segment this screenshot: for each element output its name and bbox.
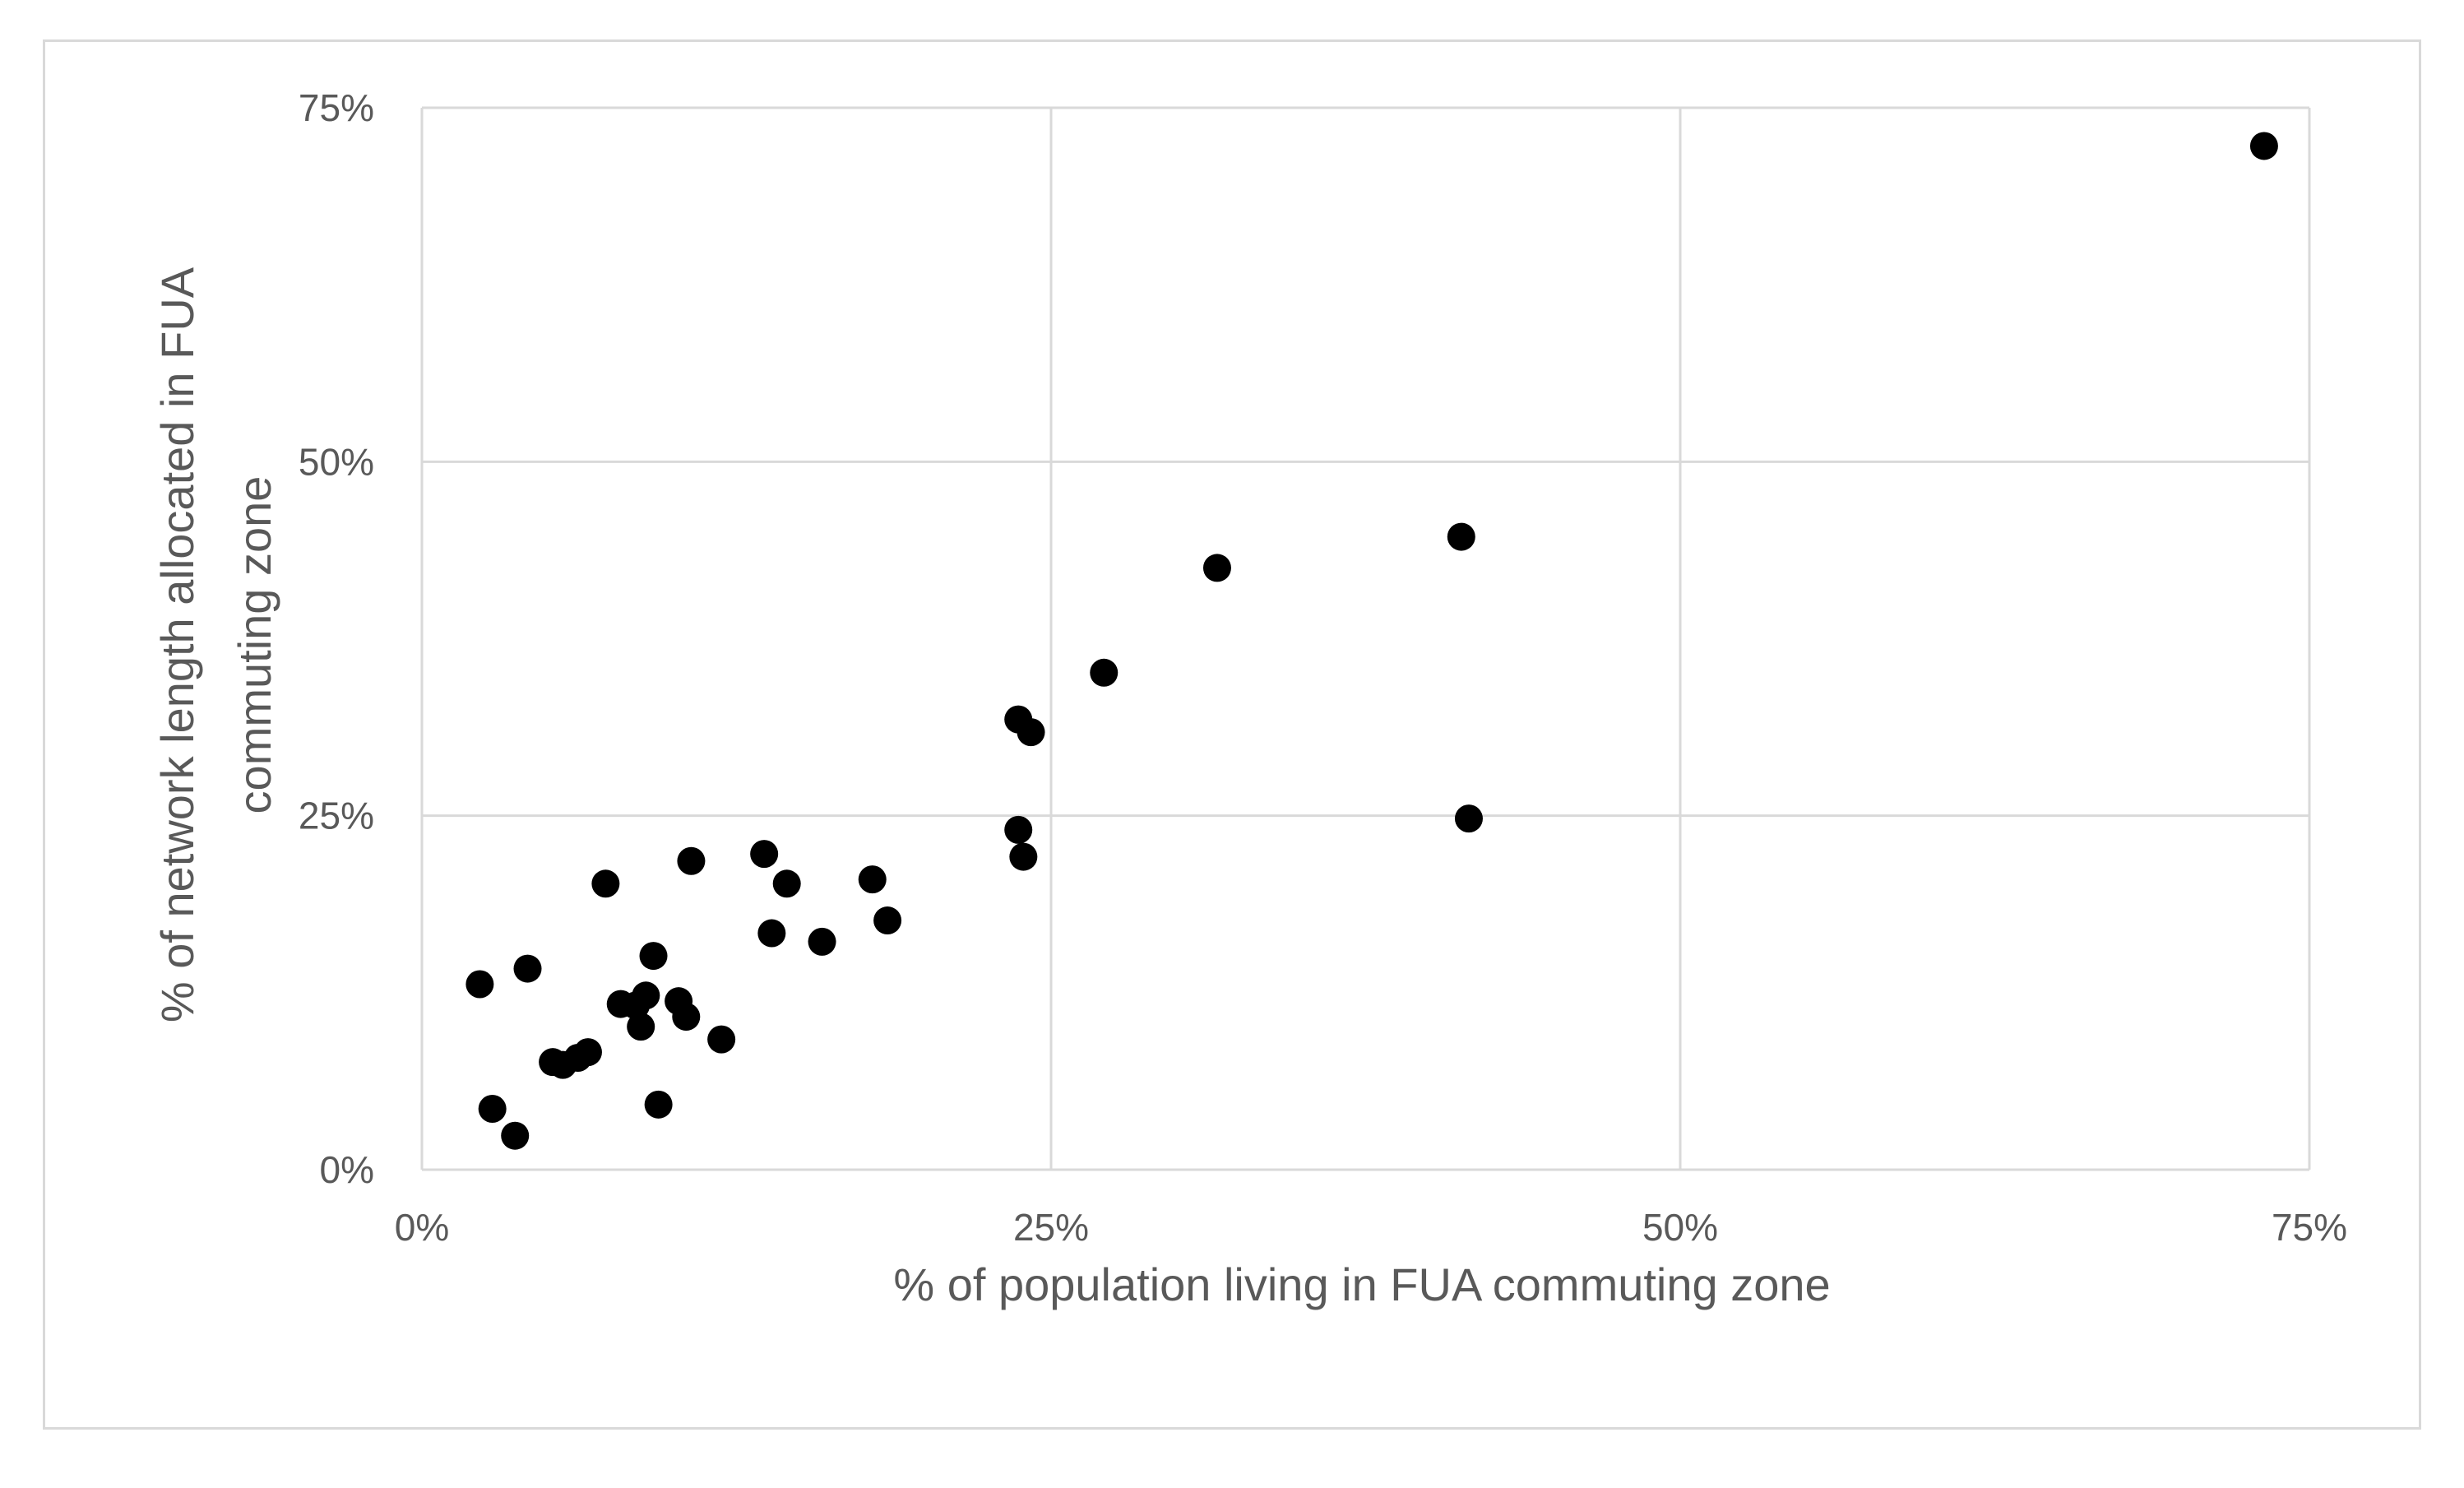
data-point [1447, 522, 1475, 551]
data-point [1017, 718, 1045, 747]
data-point [873, 906, 902, 935]
data-point [757, 919, 786, 948]
data-point [772, 869, 801, 898]
y-axis-title-line-1: % of network length allocated in FUA [151, 267, 203, 1022]
data-point [1090, 658, 1119, 687]
data-points [465, 132, 2278, 1150]
x-tick-label: 75% [2272, 1206, 2347, 1249]
data-point [1009, 842, 1038, 871]
data-point [808, 927, 836, 956]
x-axis-title: % of population living in FUA commuting … [893, 1259, 1830, 1310]
y-tick-label: 75% [299, 86, 374, 129]
chart-frame: 0% 25% 50% 75% 0% 25% 50% 75% % of population … [43, 39, 2421, 1430]
data-point [501, 1121, 530, 1150]
data-point [644, 1090, 673, 1119]
x-tick-label: 50% [1642, 1206, 1718, 1249]
scatter-chart: 0% 25% 50% 75% 0% 25% 50% 75% % of population … [151, 86, 2347, 1310]
data-point [672, 1003, 701, 1031]
y-tick-label: 25% [299, 795, 374, 837]
x-axis-tick-labels: 0% 25% 50% 75% [395, 1206, 2347, 1249]
data-point [573, 1038, 602, 1067]
data-point [677, 846, 706, 875]
x-tick-label: 25% [1013, 1206, 1089, 1249]
data-point [1202, 554, 1231, 582]
data-point [1004, 815, 1033, 844]
data-point [858, 865, 887, 894]
y-tick-label: 50% [299, 440, 374, 483]
gridlines [420, 106, 2311, 1171]
data-point [639, 942, 668, 971]
x-tick-label: 0% [395, 1206, 449, 1249]
data-point [591, 869, 620, 898]
data-point [750, 840, 779, 869]
y-axis-title: % of network length allocated in FUA com… [151, 267, 280, 1022]
data-point [513, 954, 542, 983]
y-axis-tick-labels: 0% 25% 50% 75% [299, 86, 374, 1191]
y-tick-label: 0% [320, 1148, 374, 1191]
data-point [707, 1025, 736, 1054]
y-axis-title-line-2: commuting zone [229, 476, 280, 814]
data-point [1454, 804, 1483, 833]
data-point [478, 1094, 507, 1123]
data-point [632, 981, 660, 1010]
data-point [2249, 132, 2278, 160]
data-point [627, 1013, 655, 1041]
data-point [465, 970, 494, 999]
